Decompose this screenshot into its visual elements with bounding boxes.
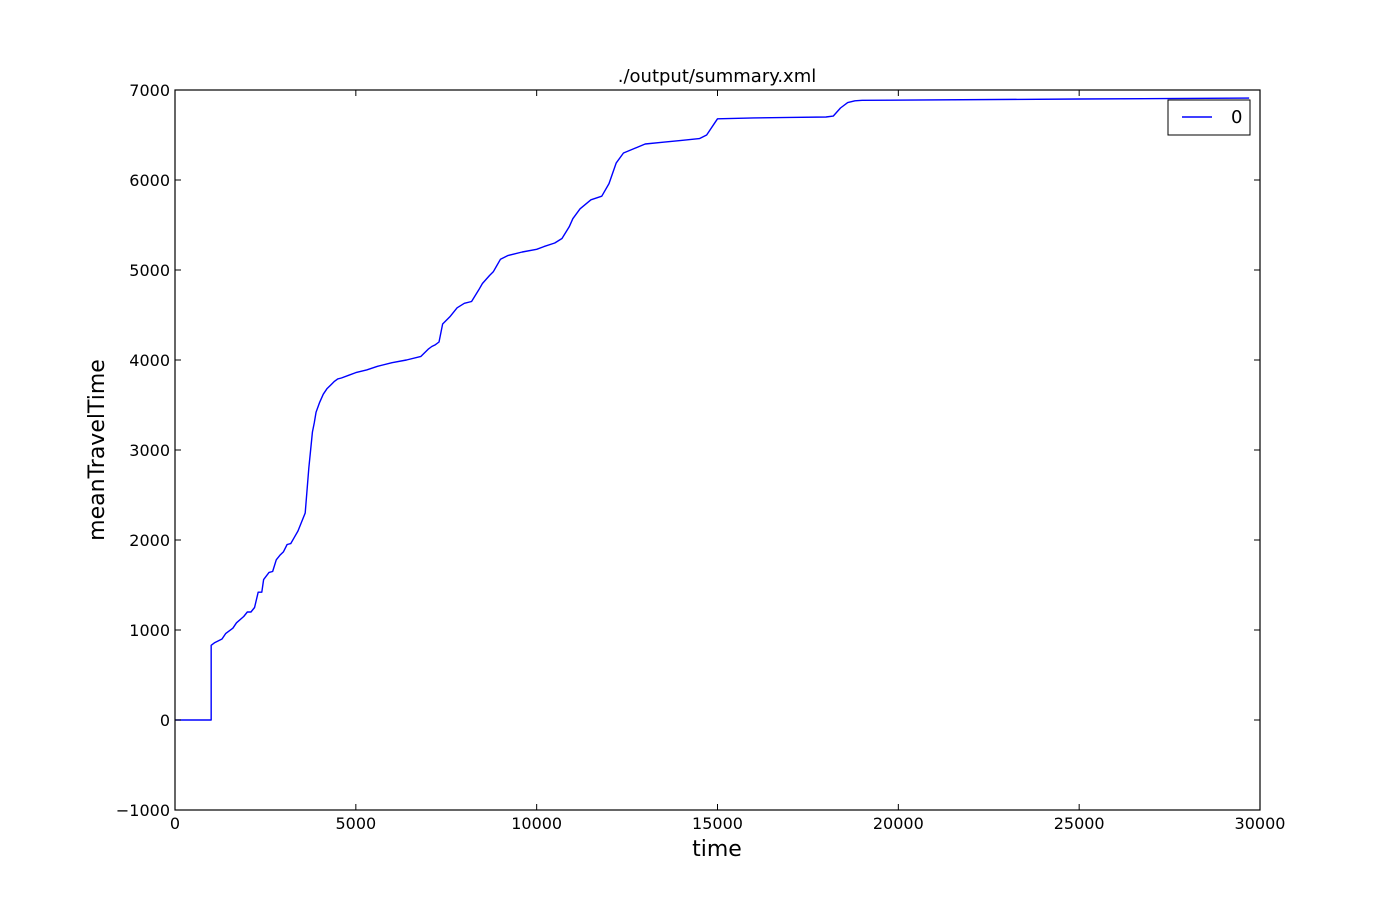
series-layer xyxy=(175,97,1250,721)
y-axis-label: meanTravelTime xyxy=(85,359,110,541)
legend-entry-label: 0 xyxy=(1231,107,1242,128)
x-tick-label: 5000 xyxy=(335,814,376,833)
x-tick-label: 30000 xyxy=(1235,814,1286,833)
x-tick-label: 25000 xyxy=(1054,814,1105,833)
x-tick-label: 0 xyxy=(170,814,180,833)
y-tick-label: 2000 xyxy=(129,531,170,550)
y-axis: −1000 0 1000 2000 3000 4000 5000 6000 7000 xyxy=(116,81,1260,820)
legend: 0 xyxy=(1167,99,1251,136)
y-tick-label: 4000 xyxy=(129,351,170,370)
chart-title: ./output/summary.xml xyxy=(618,66,817,87)
y-tick-label: 7000 xyxy=(129,81,170,100)
y-tick-label: 1000 xyxy=(129,621,170,640)
y-tick-label: 3000 xyxy=(129,441,170,460)
x-axis: 0 5000 10000 15000 20000 25000 30000 xyxy=(170,90,1286,833)
x-axis-label: time xyxy=(692,837,742,862)
y-tick-label: 0 xyxy=(160,711,170,730)
series-line-0 xyxy=(175,97,1250,721)
x-tick-label: 10000 xyxy=(511,814,562,833)
y-tick-label: 5000 xyxy=(129,261,170,280)
x-tick-label: 20000 xyxy=(873,814,924,833)
y-tick-label: −1000 xyxy=(116,801,170,820)
y-tick-label: 6000 xyxy=(129,171,170,190)
x-tick-label: 15000 xyxy=(692,814,743,833)
